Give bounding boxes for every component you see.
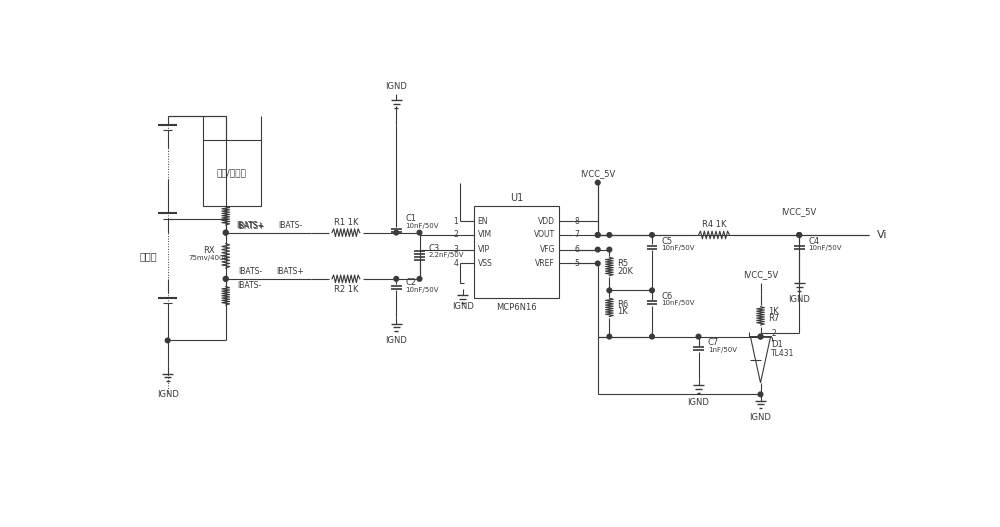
Text: IGND: IGND bbox=[750, 413, 771, 422]
Text: 2.2nF/50V: 2.2nF/50V bbox=[429, 252, 464, 258]
Text: Vi: Vi bbox=[877, 230, 887, 240]
Circle shape bbox=[758, 392, 763, 397]
Text: IGND: IGND bbox=[788, 295, 810, 304]
Circle shape bbox=[417, 277, 422, 281]
Circle shape bbox=[607, 334, 612, 339]
Circle shape bbox=[394, 277, 399, 281]
Circle shape bbox=[595, 247, 600, 252]
Text: 7: 7 bbox=[574, 230, 579, 239]
Circle shape bbox=[223, 277, 228, 281]
Text: R5: R5 bbox=[617, 259, 628, 268]
Text: IVCC_5V: IVCC_5V bbox=[743, 270, 778, 279]
Text: IGND: IGND bbox=[385, 336, 407, 345]
Circle shape bbox=[595, 232, 600, 237]
Text: VSS: VSS bbox=[478, 259, 492, 268]
Text: C4: C4 bbox=[809, 237, 820, 246]
Text: IVCC_5V: IVCC_5V bbox=[580, 169, 615, 178]
Text: IBATS-: IBATS- bbox=[238, 267, 263, 276]
Text: VFG: VFG bbox=[540, 245, 555, 254]
Circle shape bbox=[650, 232, 654, 237]
Text: 10nF/50V: 10nF/50V bbox=[406, 223, 439, 229]
Text: C5: C5 bbox=[661, 237, 672, 246]
Text: EN: EN bbox=[478, 217, 488, 226]
Text: VOUT: VOUT bbox=[534, 230, 555, 239]
Circle shape bbox=[650, 288, 654, 292]
Circle shape bbox=[758, 334, 763, 339]
Circle shape bbox=[607, 232, 612, 237]
Text: 1nF/50V: 1nF/50V bbox=[708, 347, 737, 353]
Text: 8: 8 bbox=[574, 217, 579, 226]
Text: 10nF/50V: 10nF/50V bbox=[809, 245, 842, 251]
Text: VDD: VDD bbox=[538, 217, 555, 226]
Text: IVCC_5V: IVCC_5V bbox=[782, 207, 817, 217]
Text: 2: 2 bbox=[771, 329, 776, 338]
Text: VREF: VREF bbox=[535, 259, 555, 268]
Text: D1: D1 bbox=[771, 340, 783, 349]
Circle shape bbox=[417, 230, 422, 235]
Text: R2 1K: R2 1K bbox=[334, 285, 358, 294]
Text: IGND: IGND bbox=[157, 390, 179, 399]
Circle shape bbox=[758, 334, 763, 339]
Text: IBATS+: IBATS+ bbox=[237, 222, 265, 231]
Text: TL431: TL431 bbox=[771, 349, 795, 358]
Text: IBATS-: IBATS- bbox=[237, 280, 262, 289]
Circle shape bbox=[595, 180, 600, 185]
Circle shape bbox=[797, 232, 802, 237]
Text: U1: U1 bbox=[510, 193, 523, 203]
Text: VIM: VIM bbox=[478, 230, 492, 239]
Circle shape bbox=[607, 288, 612, 292]
Text: R1 1K: R1 1K bbox=[334, 218, 358, 227]
Text: 20K: 20K bbox=[617, 267, 633, 276]
Text: 10nF/50V: 10nF/50V bbox=[661, 300, 695, 307]
Text: C6: C6 bbox=[661, 292, 673, 301]
Text: IBATS+: IBATS+ bbox=[276, 267, 304, 276]
Circle shape bbox=[223, 230, 228, 235]
Text: 1K: 1K bbox=[617, 307, 628, 316]
Text: 5: 5 bbox=[574, 259, 579, 268]
Circle shape bbox=[696, 334, 701, 339]
Text: IGND: IGND bbox=[452, 302, 474, 311]
Circle shape bbox=[607, 247, 612, 252]
Text: 10nF/50V: 10nF/50V bbox=[406, 287, 439, 292]
Text: IGND: IGND bbox=[688, 397, 709, 406]
FancyBboxPatch shape bbox=[202, 140, 261, 206]
Text: 6: 6 bbox=[574, 245, 579, 254]
Circle shape bbox=[797, 232, 802, 237]
Circle shape bbox=[595, 261, 600, 266]
Text: MCP6N16: MCP6N16 bbox=[496, 303, 537, 312]
Text: 75mv/400A: 75mv/400A bbox=[189, 255, 229, 261]
Circle shape bbox=[650, 334, 654, 339]
Text: 4: 4 bbox=[453, 259, 458, 268]
Text: 10nF/50V: 10nF/50V bbox=[661, 245, 695, 251]
Text: R7: R7 bbox=[768, 315, 780, 324]
Text: IGND: IGND bbox=[385, 82, 407, 91]
Circle shape bbox=[223, 230, 228, 235]
Text: C7: C7 bbox=[708, 338, 719, 347]
Text: C2: C2 bbox=[406, 278, 417, 287]
Text: 电池组: 电池组 bbox=[139, 251, 157, 261]
Text: RX: RX bbox=[203, 246, 215, 255]
Text: R4 1K: R4 1K bbox=[702, 220, 726, 229]
Text: C1: C1 bbox=[406, 214, 417, 223]
Text: 负载/充电机: 负载/充电机 bbox=[217, 169, 246, 178]
Text: VIP: VIP bbox=[478, 245, 490, 254]
Circle shape bbox=[394, 230, 399, 235]
Text: IBATS+: IBATS+ bbox=[237, 221, 264, 230]
Text: 1K: 1K bbox=[768, 307, 779, 316]
Text: C3: C3 bbox=[429, 243, 440, 252]
Circle shape bbox=[165, 338, 170, 343]
Text: 2: 2 bbox=[454, 230, 458, 239]
Circle shape bbox=[223, 277, 228, 281]
FancyBboxPatch shape bbox=[474, 206, 559, 298]
Text: R6: R6 bbox=[617, 300, 628, 309]
Circle shape bbox=[595, 232, 600, 237]
Text: 3: 3 bbox=[453, 245, 458, 254]
Text: IBATS-: IBATS- bbox=[278, 221, 302, 230]
Text: 1: 1 bbox=[454, 217, 458, 226]
